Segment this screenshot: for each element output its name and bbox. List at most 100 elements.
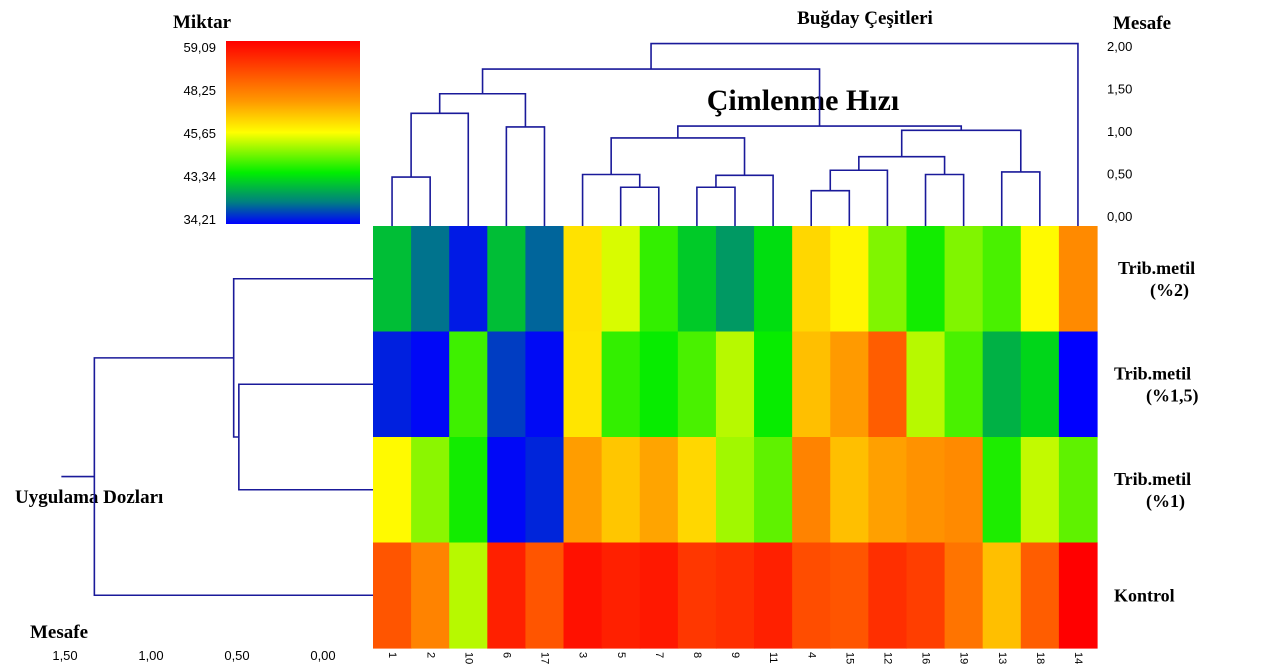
column-label: 3 (577, 652, 589, 658)
legend-color-bar (226, 41, 360, 224)
column-dendrogram-link (810, 189, 851, 217)
column-dendrogram-link (391, 176, 431, 217)
heatmap-cell (944, 542, 984, 649)
column-label: 6 (500, 652, 512, 658)
column-dendrogram-link (650, 42, 1079, 217)
column-dendrogram-link (858, 155, 946, 175)
column-label: 14 (1072, 652, 1084, 664)
row-dendrogram-link (232, 277, 373, 438)
heatmap-cell (449, 331, 488, 438)
column-dendrogram-link (1000, 171, 1041, 217)
heatmap-cell (411, 542, 450, 649)
row-distance-ticks: 2,001,501,000,500,00 (52, 648, 335, 663)
heatmap-cell (906, 226, 946, 333)
heatmap-cell (1020, 226, 1060, 333)
heatmap-cell (792, 437, 831, 544)
heatmap-cell (906, 331, 946, 438)
heatmap-cell (373, 226, 412, 333)
heatmap-cell (830, 437, 869, 544)
heatmap-cell (792, 331, 831, 438)
row-labels: Trib.metil(%2)Trib.metil(%1,5)Trib.metil… (1114, 258, 1199, 606)
column-distance-tick: 2,00 (1107, 39, 1132, 54)
heatmap-cell (982, 226, 1022, 333)
column-label: 1 (386, 652, 398, 658)
heatmap-cell (601, 542, 641, 649)
heatmap-cell (906, 542, 946, 649)
row-distance-tick: 1,00 (138, 648, 163, 663)
column-distance-ticks: 2,00 1,50 1,00 0,50 0,00 (1107, 39, 1132, 224)
heatmap-cell (487, 542, 527, 649)
heatmap-cell (944, 437, 984, 544)
column-distance-label: Mesafe (1113, 13, 1171, 34)
legend-tick-label: 43,34 (183, 169, 216, 184)
heatmap-cell (1058, 331, 1098, 438)
column-label: 8 (691, 652, 703, 658)
heatmap-cell (1020, 542, 1060, 649)
column-dendrogram-link (900, 129, 1022, 172)
heatmap-cell (677, 226, 717, 333)
heatmap-cell (754, 331, 793, 438)
heatmap-cell (449, 226, 488, 333)
heatmap-cell (601, 331, 641, 438)
column-dendrogram-link (610, 137, 746, 176)
heatmap-cell (1058, 542, 1098, 649)
column-label: 15 (843, 652, 855, 664)
row-distance-tick: 0,50 (224, 648, 249, 663)
heatmap-cell (411, 331, 450, 438)
heatmap-cell (715, 331, 755, 438)
column-dendrogram-link (505, 126, 546, 217)
row-distance-label: Mesafe (30, 622, 88, 643)
row-label: (%1,5) (1146, 385, 1199, 406)
heatmap-cell (373, 331, 412, 438)
heatmap-cell (563, 437, 603, 544)
heatmap-cell (715, 437, 755, 544)
heatmap-cell (830, 542, 869, 649)
row-dendrogram-link (238, 383, 373, 491)
column-label: 10 (462, 652, 474, 664)
row-label: Kontrol (1114, 585, 1175, 605)
column-labels: 1 2 10 6 17 3 5 7 8 9 11 4 15 12 16 19 13 18 14 (386, 652, 1084, 664)
column-label: 19 (958, 652, 970, 664)
heatmap-cell (982, 542, 1022, 649)
legend-tick-label: 59,09 (183, 40, 216, 55)
heatmap-cell (868, 226, 908, 333)
heatmap-cell (1058, 437, 1098, 544)
column-dendrogram-link (581, 173, 641, 217)
row-label: Trib.metil (1114, 363, 1191, 383)
heatmap-cell (525, 226, 565, 333)
heatmap-cell (754, 437, 793, 544)
heatmap-cell (601, 437, 641, 544)
column-label: 13 (996, 652, 1008, 664)
heatmap-cell (525, 331, 565, 438)
column-label: 4 (805, 652, 817, 658)
column-dendrogram-link (715, 174, 774, 217)
heatmap-cell (677, 437, 717, 544)
column-label: 12 (882, 652, 894, 664)
column-dendrogram-link (829, 169, 889, 217)
heatmap-cell (601, 226, 641, 333)
heatmap-cell (639, 226, 679, 333)
row-label: (%1) (1146, 491, 1185, 512)
row-group-label: Uygulama Dozları (15, 487, 163, 508)
legend-title: Miktar (173, 12, 232, 33)
heatmap-cell (487, 226, 527, 333)
heatmap-cell (868, 542, 908, 649)
column-label: 7 (653, 652, 665, 658)
heatmap-cell (830, 226, 869, 333)
heatmap-cell (792, 226, 831, 333)
column-group-label: Buğday Çeşitleri (797, 8, 933, 29)
column-dendrogram-link (677, 125, 963, 138)
column-dendrogram-link (619, 186, 660, 217)
heatmap-cell (715, 542, 755, 649)
heatmap-cell (487, 437, 527, 544)
heatmap-cell (563, 331, 603, 438)
heatmap-cell (563, 542, 603, 649)
column-dendrogram-link (410, 112, 470, 217)
heatmap-cell (868, 331, 908, 438)
heatmap-cell (830, 331, 869, 438)
legend-tick-label: 45,65 (183, 126, 216, 141)
heatmap-cell (944, 331, 984, 438)
column-label: 18 (1034, 652, 1046, 664)
heatmap-cell (411, 437, 450, 544)
